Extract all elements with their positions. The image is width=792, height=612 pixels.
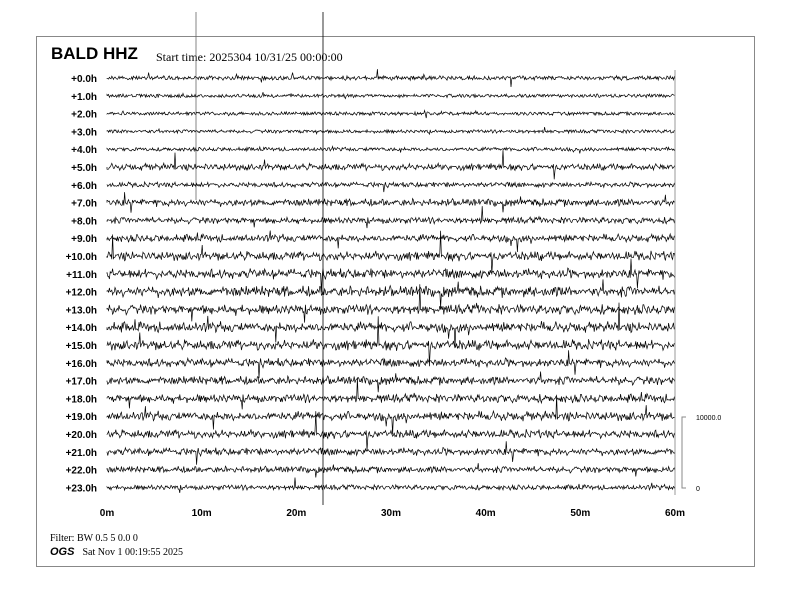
row-label: +11.0h	[66, 270, 97, 281]
row-label: +9.0h	[71, 234, 97, 245]
trace-row	[106, 192, 676, 213]
row-label: +6.0h	[71, 181, 97, 192]
trace-row	[106, 411, 676, 451]
trace-row	[106, 230, 676, 253]
row-label: +22.0h	[66, 466, 97, 477]
row-label: +12.0h	[66, 288, 97, 299]
trace-row	[106, 463, 676, 478]
row-label: +13.0h	[66, 305, 97, 316]
trace-row	[106, 230, 676, 275]
row-label: +19.0h	[66, 412, 97, 423]
trace-row	[106, 371, 676, 393]
x-tick-label: 10m	[192, 508, 212, 519]
trace-row	[106, 180, 676, 193]
scale-bottom-label: 0	[696, 486, 700, 493]
x-tick-label: 30m	[381, 508, 401, 519]
trace-row	[106, 92, 676, 100]
row-label: +5.0h	[71, 163, 97, 174]
trace-row	[106, 394, 676, 435]
trace-row	[106, 126, 676, 136]
station-title: BALD HHZ	[51, 44, 138, 63]
trace-row	[106, 69, 676, 88]
row-label: +23.0h	[66, 483, 97, 494]
x-tick-label: 40m	[476, 508, 496, 519]
row-label: +10.0h	[66, 252, 97, 263]
start-time: Start time: 2025304 10/31/25 00:00:00	[156, 50, 343, 64]
filter-info: Filter: BW 0.5 5 0.0 0	[50, 533, 138, 544]
row-label: +4.0h	[71, 145, 97, 156]
row-label: +21.0h	[66, 448, 97, 459]
trace-row	[106, 302, 676, 349]
plot-frame	[36, 36, 755, 567]
row-label: +16.0h	[66, 359, 97, 370]
scale-bar	[681, 416, 686, 489]
trace-row	[106, 350, 676, 379]
footer-credit: OGS Sat Nov 1 00:19:55 2025	[50, 546, 183, 558]
generated-timestamp: Sat Nov 1 00:19:55 2025	[82, 547, 184, 558]
trace-row	[106, 377, 676, 410]
trace-row	[106, 441, 676, 465]
trace-row	[106, 477, 676, 493]
row-label: +18.0h	[66, 394, 97, 405]
row-label: +8.0h	[71, 216, 97, 227]
org-label: OGS	[50, 546, 75, 558]
x-tick-label: 50m	[570, 508, 590, 519]
row-label: +17.0h	[66, 377, 97, 388]
row-label: +14.0h	[66, 323, 97, 334]
trace-row	[106, 279, 676, 308]
trace-row	[106, 258, 676, 293]
x-tick-label: 20m	[286, 508, 306, 519]
trace-row	[106, 150, 676, 180]
trace-row	[106, 316, 676, 367]
row-label: +0.0h	[71, 74, 97, 85]
row-label: +2.0h	[71, 110, 97, 121]
x-tick-label: 0m	[100, 508, 115, 519]
trace-row	[106, 206, 676, 229]
trace-row	[106, 145, 676, 154]
row-label: +1.0h	[71, 92, 97, 103]
x-tick-label: 60m	[665, 508, 685, 519]
row-label: +15.0h	[66, 341, 97, 352]
trace-row	[106, 109, 676, 119]
row-label: +20.0h	[66, 430, 97, 441]
scale-top-label: 10000.0	[696, 415, 721, 422]
row-label: +3.0h	[71, 127, 97, 138]
trace-row	[106, 284, 676, 323]
row-label: +7.0h	[71, 199, 97, 210]
